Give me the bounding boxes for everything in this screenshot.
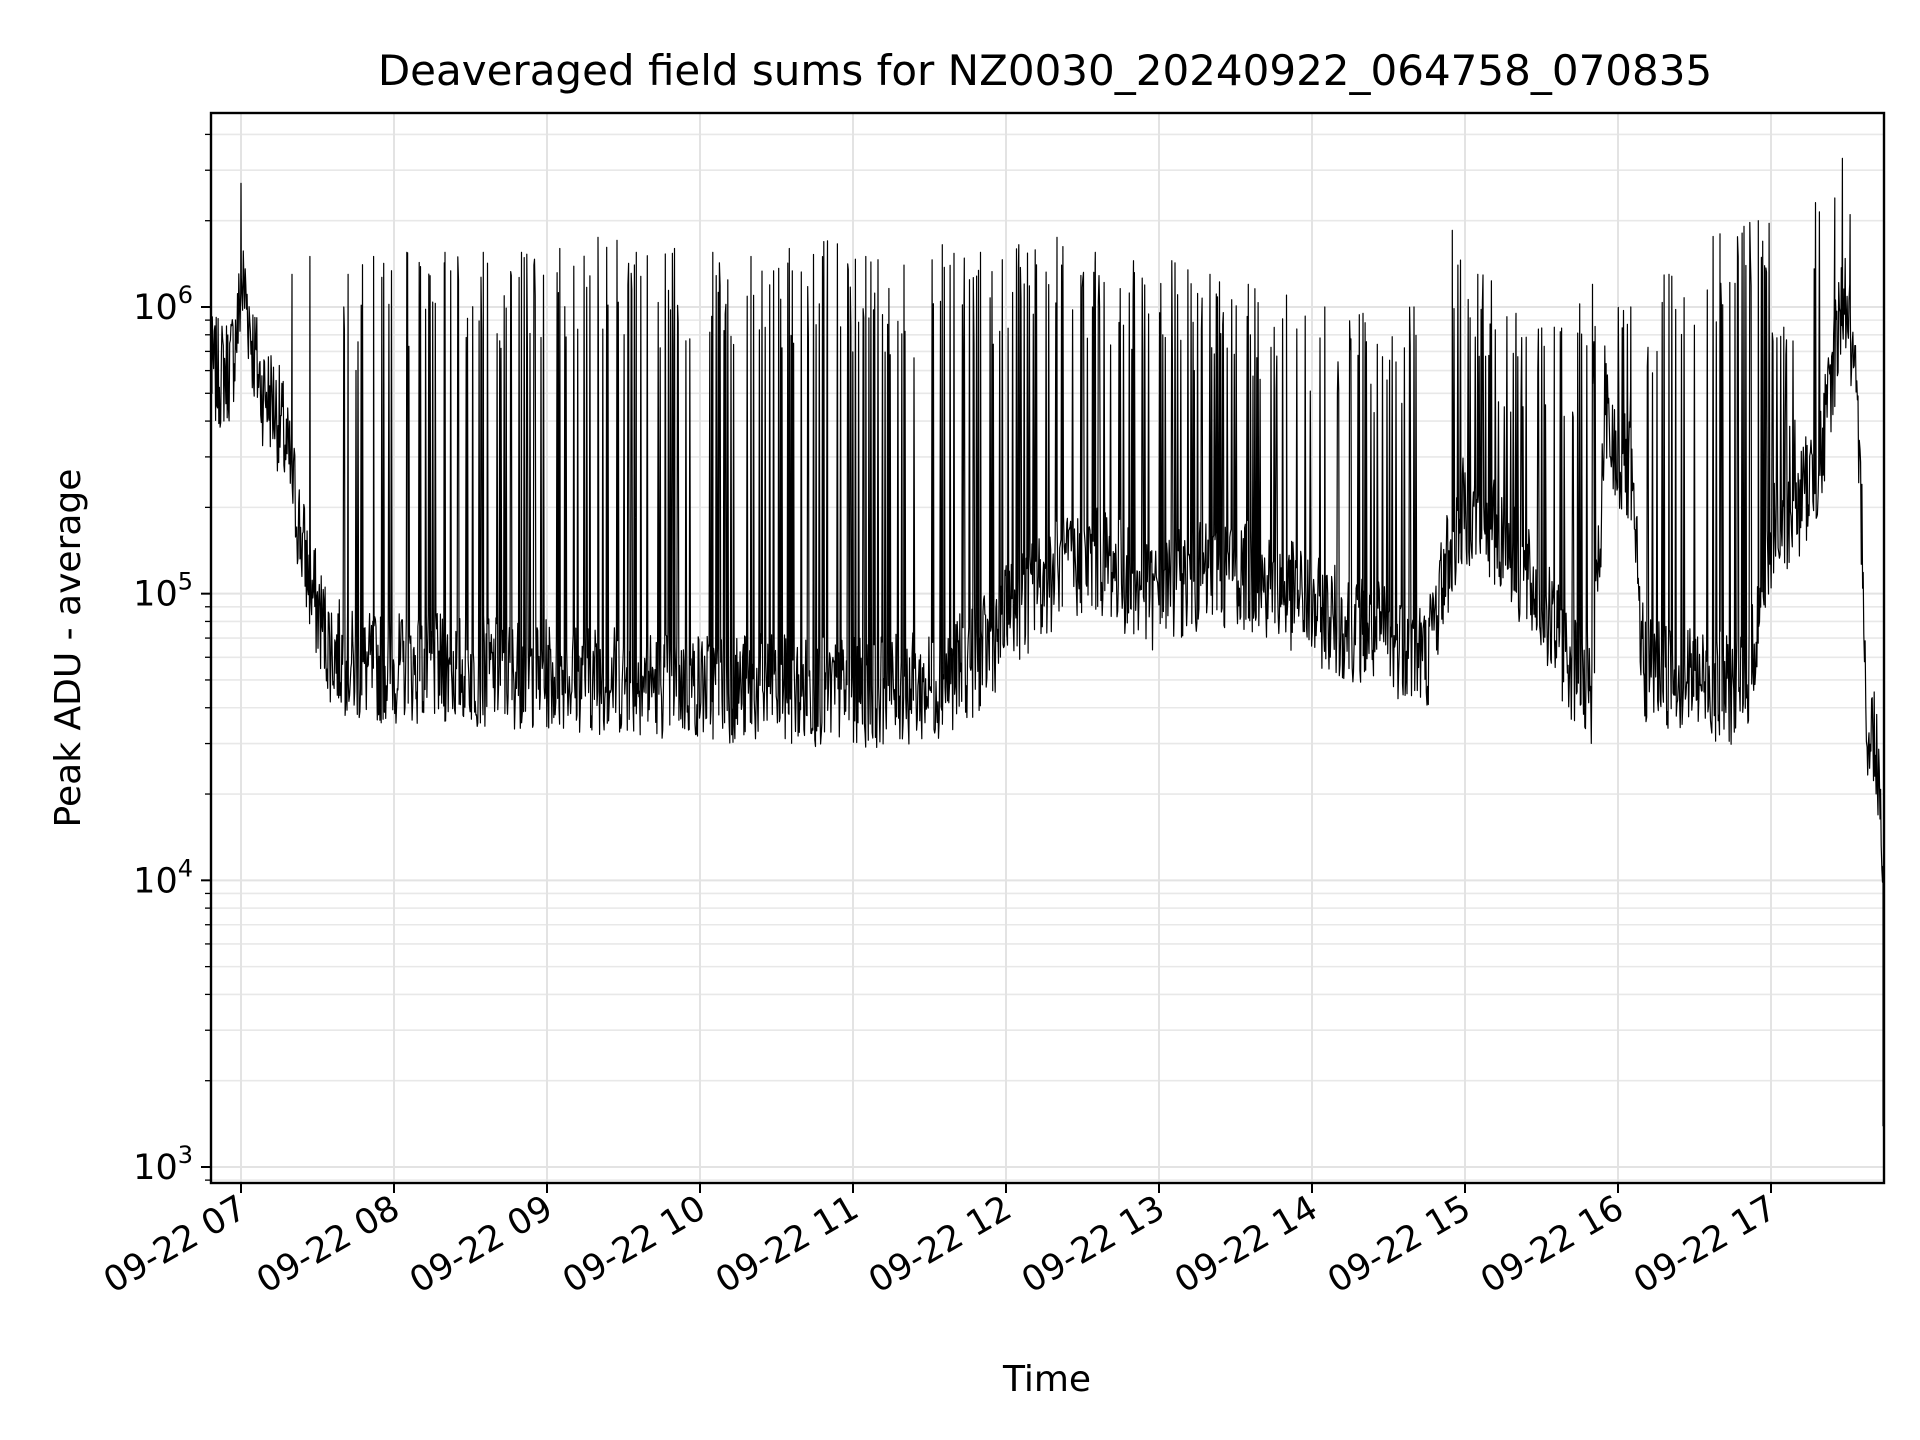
y-tick-label: 103 <box>133 1141 193 1188</box>
y-tick-label: 105 <box>133 568 193 615</box>
grid <box>211 113 1884 1183</box>
plot-area <box>211 157 1884 1127</box>
chart-title: Deaveraged field sums for NZ0030_2024092… <box>378 46 1712 95</box>
x-axis-label: Time <box>1002 1359 1091 1400</box>
series-line <box>211 157 1884 1127</box>
y-axis-label: Peak ADU - average <box>48 469 89 828</box>
plot-frame <box>209 111 1886 1185</box>
y-tick-label: 106 <box>133 281 193 328</box>
y-tick-label: 104 <box>133 854 193 901</box>
